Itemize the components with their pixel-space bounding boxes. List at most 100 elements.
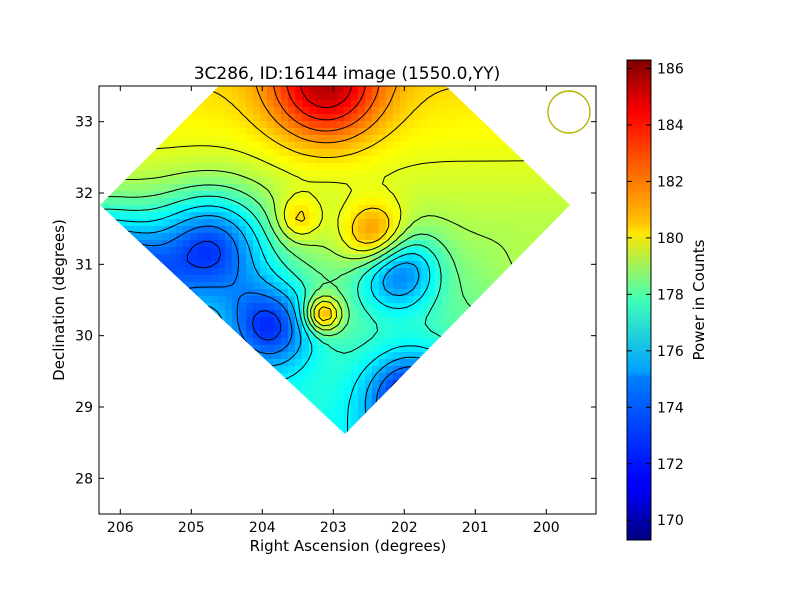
heatmap-cell xyxy=(239,121,247,129)
heatmap-cell xyxy=(330,408,338,416)
contour-line xyxy=(299,86,353,109)
heatmap-cell xyxy=(435,135,443,143)
heatmap-cell xyxy=(421,100,429,108)
heatmap-cell xyxy=(162,233,170,241)
heatmap-cell xyxy=(407,86,415,94)
heatmap-cell xyxy=(218,254,226,262)
heatmap-cell xyxy=(344,373,352,381)
heatmap-cell xyxy=(498,212,506,220)
heatmap-cell xyxy=(386,233,394,241)
heatmap-cell xyxy=(337,352,345,360)
heatmap-cell xyxy=(330,387,338,395)
heatmap-cell xyxy=(484,184,492,192)
heatmap-cell xyxy=(344,184,352,192)
heatmap-cell xyxy=(316,387,324,395)
heatmap-cell xyxy=(295,135,303,143)
heatmap-cell xyxy=(183,191,191,199)
heatmap-cell xyxy=(463,156,471,164)
heatmap-cell xyxy=(239,240,247,248)
heatmap-cell xyxy=(253,86,261,94)
heatmap-cell xyxy=(288,352,296,360)
heatmap-cell xyxy=(274,177,282,185)
heatmap-cell xyxy=(386,191,394,199)
heatmap-cell xyxy=(526,205,534,213)
heatmap-cell xyxy=(484,170,492,178)
heatmap-cell xyxy=(470,191,478,199)
heatmap-cell xyxy=(477,226,485,234)
heatmap-cell xyxy=(169,219,177,227)
heatmap-cell xyxy=(442,163,450,171)
heatmap-cell xyxy=(330,163,338,171)
heatmap-cell xyxy=(386,317,394,325)
heatmap-cell xyxy=(127,177,135,185)
heatmap-cell xyxy=(260,345,268,353)
heatmap-cell xyxy=(498,240,506,248)
heatmap-cell xyxy=(176,149,184,157)
heatmap-cell xyxy=(400,324,408,332)
heatmap-cell xyxy=(351,142,359,150)
heatmap-cell xyxy=(302,142,310,150)
heatmap-cell xyxy=(211,107,219,115)
heatmap-cell xyxy=(505,205,513,213)
heatmap-cell xyxy=(260,107,268,115)
heatmap-cell xyxy=(232,261,240,269)
heatmap-cell xyxy=(421,247,429,255)
heatmap-cell xyxy=(323,282,331,290)
heatmap-cell xyxy=(435,170,443,178)
heatmap-cell xyxy=(295,373,303,381)
heatmap-cell xyxy=(197,184,205,192)
heatmap-cell xyxy=(463,170,471,178)
heatmap-cell xyxy=(211,268,219,276)
heatmap-cell xyxy=(414,135,422,143)
heatmap-cell xyxy=(414,163,422,171)
heatmap-cell xyxy=(330,205,338,213)
heatmap-cell xyxy=(365,135,373,143)
heatmap-cell xyxy=(323,240,331,248)
heatmap-cell xyxy=(162,191,170,199)
heatmap-cell xyxy=(155,219,163,227)
heatmap-cell xyxy=(260,121,268,129)
heatmap-cell xyxy=(330,184,338,192)
heatmap-cell xyxy=(554,198,562,206)
heatmap-cell xyxy=(498,191,506,199)
heatmap-cell xyxy=(421,156,429,164)
heatmap-cell xyxy=(309,303,317,311)
heatmap-cell xyxy=(253,121,261,129)
heatmap-cell xyxy=(435,142,443,150)
heatmap-cell xyxy=(253,107,261,115)
heatmap-cell xyxy=(309,338,317,346)
heatmap-cell xyxy=(442,114,450,122)
heatmap-cell xyxy=(379,359,387,367)
heatmap-cell xyxy=(456,198,464,206)
heatmap-cell xyxy=(435,212,443,220)
heatmap-cell xyxy=(260,261,268,269)
heatmap-cell xyxy=(526,198,534,206)
heatmap-cell xyxy=(407,247,415,255)
heatmap-cell xyxy=(386,275,394,283)
heatmap-cell xyxy=(169,170,177,178)
heatmap-cell xyxy=(358,338,366,346)
heatmap-cell xyxy=(414,261,422,269)
heatmap-cell xyxy=(204,261,212,269)
heatmap-cell xyxy=(456,156,464,164)
heatmap-cell xyxy=(414,142,422,150)
heatmap-cell xyxy=(218,177,226,185)
heatmap-cell xyxy=(379,114,387,122)
heatmap-cell xyxy=(358,317,366,325)
heatmap-cell xyxy=(316,338,324,346)
heatmap-cell xyxy=(421,303,429,311)
heatmap-cell xyxy=(463,128,471,136)
heatmap-cell xyxy=(316,212,324,220)
heatmap-cell xyxy=(344,275,352,283)
heatmap-cell xyxy=(260,191,268,199)
heatmap-cell xyxy=(414,345,422,353)
heatmap-cell xyxy=(253,219,261,227)
heatmap-cell xyxy=(519,163,527,171)
heatmap-cell xyxy=(533,226,541,234)
heatmap-cell xyxy=(141,163,149,171)
heatmap-cell xyxy=(351,408,359,416)
heatmap-cell xyxy=(330,359,338,367)
heatmap-cell xyxy=(344,387,352,395)
heatmap-cell xyxy=(204,128,212,136)
heatmap-cell xyxy=(274,170,282,178)
